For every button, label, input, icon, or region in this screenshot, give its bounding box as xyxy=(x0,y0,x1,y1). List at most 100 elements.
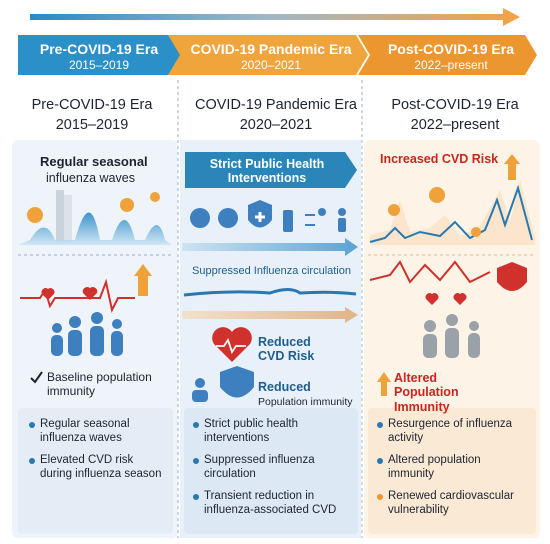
immunity-label: Altered Population Immunity xyxy=(394,371,459,414)
pandemic-graphics-part-part xyxy=(318,208,326,216)
era-period: 2020–2021 xyxy=(240,58,302,72)
pandemic-graphics xyxy=(182,152,358,402)
post-covid-graphics-part xyxy=(369,260,491,284)
pre-covid-waves-part xyxy=(64,195,72,245)
pre-covid-waves-part xyxy=(30,371,43,384)
pandemic-graphics-part xyxy=(182,238,358,256)
pre-covid-waves-part-part xyxy=(120,198,134,212)
era-chevrons-part xyxy=(168,35,368,75)
pre-covid-waves-part xyxy=(82,287,98,300)
timeline-arrow-part xyxy=(30,14,505,20)
pre-covid-waves xyxy=(18,190,172,384)
pandemic-graphics-part-part xyxy=(218,208,238,228)
post-covid-graphics-part xyxy=(425,293,439,305)
post-covid-graphics-part xyxy=(377,372,391,396)
post-covid-graphics-part xyxy=(370,180,535,245)
pre-covid-waves-part xyxy=(134,264,152,296)
era-chevrons xyxy=(18,35,537,75)
era-title: Pre-COVID-19 Era xyxy=(39,41,159,57)
pre-covid-waves-part xyxy=(56,190,64,245)
column-title: Post-COVID-19 Era xyxy=(391,97,519,113)
timeline-arrow-part xyxy=(503,8,520,26)
column-panels-part xyxy=(18,408,173,534)
column-period: 2015–2019 xyxy=(55,117,129,133)
pandemic-graphics-part xyxy=(212,327,252,362)
pre-covid-waves-part-part xyxy=(27,207,43,223)
pandemic-graphics-part-part xyxy=(283,210,293,232)
pre-covid-waves-part xyxy=(27,192,160,223)
column-panels-part xyxy=(368,408,536,534)
pandemic-graphics-part xyxy=(220,366,254,398)
bullet-item: Suppressed influenza circulation xyxy=(193,454,354,482)
timeline-arrow xyxy=(30,8,520,26)
immunity-label-bold: Reduced xyxy=(258,380,311,394)
era-period: 2022–present xyxy=(414,58,488,72)
pandemic-graphics-part xyxy=(216,337,246,355)
bullet-item: Strict public health interventions xyxy=(193,418,354,446)
post-covid-graphics-part-part xyxy=(469,321,479,331)
pre-covid-waves-part-part xyxy=(68,330,82,356)
pre-covid-waves-part-part xyxy=(111,331,123,356)
pre-covid-waves-part-part xyxy=(69,316,81,328)
era-title: Post-COVID-19 Era xyxy=(387,41,515,57)
post-covid-graphics-part xyxy=(423,314,480,358)
pandemic-graphics-part-part xyxy=(338,218,346,232)
bullet-item: Regular seasonal influenza waves xyxy=(29,418,168,446)
post-covid-graphics-part xyxy=(388,187,481,237)
post-covid-graphics-part-part xyxy=(446,314,458,326)
circulation-label: Suppressed Influenza circulation xyxy=(192,265,351,277)
banner-label: Strict Public Health Interventions xyxy=(209,157,325,186)
post-covid-graphics-part xyxy=(453,293,467,305)
pre-covid-waves-part-part xyxy=(52,323,62,333)
pandemic-graphics-part xyxy=(182,307,358,323)
pandemic-graphics-part xyxy=(195,378,205,388)
column-period: 2022–present xyxy=(410,117,500,133)
post-covid-graphics xyxy=(368,154,536,396)
pre-covid-waves-part xyxy=(18,212,172,245)
era-chevrons-part xyxy=(358,35,537,75)
era-period: 2015–2019 xyxy=(68,58,130,72)
pre-covid-waves-part-part xyxy=(91,312,103,324)
pre-covid-waves-part xyxy=(51,312,123,356)
pandemic-graphics-part-part xyxy=(338,208,346,216)
pre-covid-waves-part-part xyxy=(51,335,63,356)
immunity-label: Baseline population immunity xyxy=(47,370,152,398)
post-covid-graphics-part-part xyxy=(423,334,437,358)
pre-covid-waves-part-part xyxy=(90,326,104,356)
era-chevrons-part xyxy=(18,35,182,75)
column-period: 2020–2021 xyxy=(239,117,313,133)
post-covid-graphics-part-part xyxy=(471,227,481,237)
era-title: COVID-19 Pandemic Era xyxy=(190,41,352,57)
pandemic-graphics-part xyxy=(192,390,208,402)
cvd-label: Reduced CVD Risk xyxy=(258,335,315,364)
pandemic-graphics-part xyxy=(255,212,265,222)
post-covid-graphics-part-part xyxy=(429,187,445,203)
post-covid-graphics-part-part xyxy=(445,328,459,358)
immunity-label: Population immunity xyxy=(258,396,353,408)
bullet-item: Altered population immunity xyxy=(377,454,528,482)
post-covid-graphics-part-part xyxy=(468,333,480,358)
column-title: Pre-COVID-19 Era xyxy=(31,97,153,113)
pre-covid-waves-part-part xyxy=(150,192,160,202)
bullet-item: Elevated CVD risk during influenza seaso… xyxy=(29,454,168,482)
cvd-label: Increased CVD Risk xyxy=(380,152,499,166)
post-covid-graphics-part xyxy=(369,184,533,243)
wave-label-bold: Regular seasonal xyxy=(40,154,148,169)
pandemic-graphics-part-part xyxy=(190,208,210,228)
pandemic-graphics-part xyxy=(183,288,357,297)
pre-covid-waves-part xyxy=(41,288,55,300)
column-title: COVID-19 Pandemic Era xyxy=(195,97,357,113)
pandemic-graphics-part xyxy=(305,214,315,226)
post-covid-graphics-part xyxy=(504,154,520,180)
column-panels-part xyxy=(184,408,358,534)
post-covid-graphics-part-part xyxy=(424,320,436,332)
bullet-item: Resurgence of influenza activity xyxy=(377,418,528,446)
pre-covid-waves-part-part xyxy=(112,319,122,329)
wave-label: influenza waves xyxy=(46,171,135,185)
post-covid-graphics-part xyxy=(497,262,527,291)
pandemic-graphics-part xyxy=(185,152,357,188)
post-covid-graphics-part-part xyxy=(388,204,400,216)
bullet-item: Transient reduction in influenza-associa… xyxy=(193,490,354,518)
